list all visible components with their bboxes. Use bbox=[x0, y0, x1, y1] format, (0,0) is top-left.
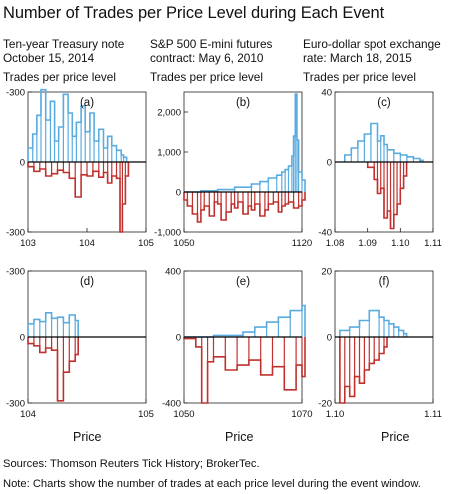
panel-2-ytick-label-1: 1,000 bbox=[157, 148, 181, 159]
col2-header: S&P 500 E-mini futures contract: May 6, … bbox=[150, 37, 273, 65]
panel-1-label: (a) bbox=[80, 97, 94, 109]
panel-4-ytick-label-1: 0 bbox=[20, 333, 25, 344]
panel-3-xtick-label-0: 1.08 bbox=[326, 238, 345, 249]
panel-5-ytick-label-2: -400 bbox=[162, 399, 181, 410]
panel-3-xtick-label-1: 1.09 bbox=[358, 238, 377, 249]
chart-title: Number of Trades per Price Level during … bbox=[3, 4, 385, 22]
panel-5-xtick-label-1: 1070 bbox=[291, 409, 312, 420]
panel-3-xtick-label-2: 1.10 bbox=[391, 238, 410, 249]
panel-3-ytick-label-1: 0 bbox=[327, 158, 332, 169]
panel-5-series-buy bbox=[184, 304, 306, 338]
panel-1-xtick-label-2: 105 bbox=[138, 238, 154, 249]
col3-header-line2: rate: March 18, 2015 bbox=[303, 50, 412, 65]
panel-2-ytick-label-3: -1,000 bbox=[154, 228, 181, 239]
panel-2-xtick-label-1: 1120 bbox=[292, 238, 312, 249]
panel-3-xtick-label-3: 1.11 bbox=[424, 238, 442, 249]
footnote: Note: Charts show the number of trades a… bbox=[3, 478, 421, 490]
panel-6-xtick-label-0: 1.10 bbox=[326, 409, 345, 420]
col2-header-line2: contract: May 6, 2010 bbox=[150, 50, 264, 65]
panel-2-ytick-label-2: 0 bbox=[176, 188, 181, 199]
panel-5-ytick-label-0: 400 bbox=[165, 267, 181, 278]
panel-6: 20 0 -201.10 1.11 (f) bbox=[318, 267, 442, 421]
col1-header-line1: Ten-year Treasury note bbox=[3, 37, 125, 51]
panel-2-frame bbox=[183, 91, 303, 233]
panel-5-xtick-label-0: 1050 bbox=[173, 409, 194, 420]
xlabel-col1: Price bbox=[73, 430, 102, 444]
panel-1-ytick-label-0: -300 bbox=[6, 88, 25, 99]
panel-1-xtick-label-0: 103 bbox=[20, 238, 36, 249]
panel-2-series-sell bbox=[183, 192, 306, 223]
col1-header-line2: October 15, 2014 bbox=[3, 50, 95, 65]
panel-1-ytick-label-2: -300 bbox=[6, 228, 25, 239]
panel-3-ytick-label-0: 40 bbox=[321, 88, 332, 99]
panel-1-series-buy bbox=[27, 88, 128, 162]
panel-4-label: (d) bbox=[80, 276, 94, 288]
panel-6-ytick-label-2: -20 bbox=[318, 399, 332, 410]
panel-4-series-sell bbox=[27, 337, 79, 402]
panel-6-xtick-label-1: 1.11 bbox=[424, 409, 442, 420]
panel-4-series-buy bbox=[27, 312, 79, 337]
panel-3: 40 0 -401.08 1.09 1.10 1.11 (c) bbox=[318, 88, 442, 250]
col3-ylabel: Trades per price level bbox=[303, 70, 416, 84]
col2-ylabel: Trades per price level bbox=[150, 70, 263, 84]
panel-1-ytick-label-1: 0 bbox=[20, 158, 25, 169]
panel-6-label: (f) bbox=[379, 276, 390, 288]
panel-5-label: (e) bbox=[236, 276, 250, 288]
panel-2-xtick-label-0: 1050 bbox=[173, 238, 194, 249]
col3-header-line1: Euro-dollar spot exchange bbox=[303, 37, 441, 51]
xlabel-col3: Price bbox=[381, 430, 410, 444]
panel-6-series-buy bbox=[339, 309, 408, 337]
source-note: Sources: Thomson Reuters Tick History; B… bbox=[3, 458, 260, 470]
panel-4-xtick-label-1: 105 bbox=[138, 409, 154, 420]
panel-6-series-sell bbox=[339, 337, 388, 404]
panel-4-ytick-label-2: -300 bbox=[6, 399, 25, 410]
panel-4-ytick-label-0: -300 bbox=[6, 267, 25, 278]
col1-header: Ten-year Treasury note October 15, 2014 bbox=[3, 37, 125, 65]
panel-4-xtick-label-0: 104 bbox=[20, 409, 36, 420]
panel-3-ytick-label-2: -40 bbox=[318, 228, 332, 239]
col1-ylabel: Trades per price level bbox=[3, 70, 116, 84]
panel-6-ytick-label-0: 20 bbox=[321, 267, 332, 278]
col3-header: Euro-dollar spot exchange rate: March 18… bbox=[303, 37, 441, 65]
panel-2-ytick-label-0: 2,000 bbox=[157, 108, 181, 119]
panel-5-ytick-label-1: 0 bbox=[176, 333, 181, 344]
xlabel-col2: Price bbox=[225, 430, 254, 444]
panel-6-ytick-label-1: 0 bbox=[327, 333, 332, 344]
col2-header-line1: S&P 500 E-mini futures bbox=[150, 37, 273, 51]
panel-3-label: (c) bbox=[377, 97, 391, 109]
panel-1-series-sell bbox=[27, 162, 130, 233]
panel-1-xtick-label-1: 104 bbox=[79, 238, 95, 249]
panel-2-label: (b) bbox=[236, 97, 250, 109]
